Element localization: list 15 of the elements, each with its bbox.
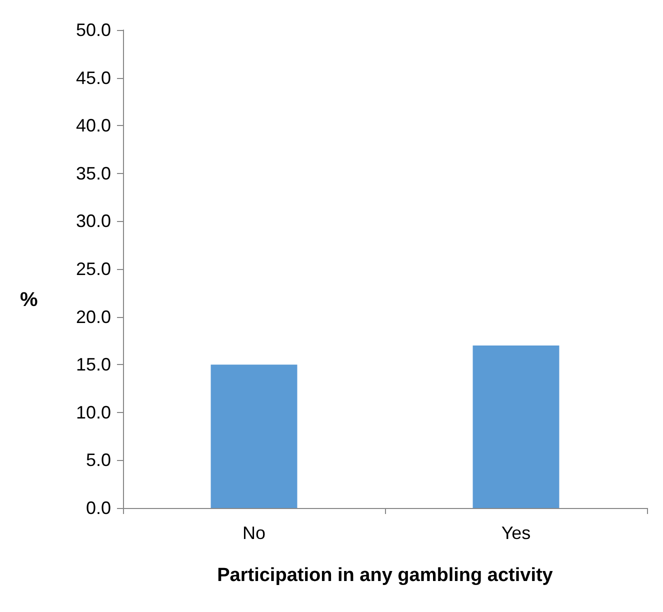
y-axis-title: % xyxy=(20,289,38,311)
x-tick-label: No xyxy=(242,523,266,543)
x-tick-label: Yes xyxy=(501,523,531,543)
y-tick-label: 15.0 xyxy=(76,354,111,375)
y-tick-label: 10.0 xyxy=(76,402,111,422)
y-tick-label: 40.0 xyxy=(76,116,111,136)
y-tick-label: 50.0 xyxy=(76,20,111,40)
y-tick-label: 25.0 xyxy=(76,259,111,279)
x-axis-title: Participation in any gambling activity xyxy=(217,565,554,586)
y-tick-label: 20.0 xyxy=(76,306,111,327)
y-tick-label: 30.0 xyxy=(76,211,111,232)
y-tick-label: 45.0 xyxy=(76,68,111,88)
y-tick-label: 0.0 xyxy=(86,498,111,518)
y-tick-label: 35.0 xyxy=(76,163,111,184)
y-tick-label: 5.0 xyxy=(86,450,111,470)
